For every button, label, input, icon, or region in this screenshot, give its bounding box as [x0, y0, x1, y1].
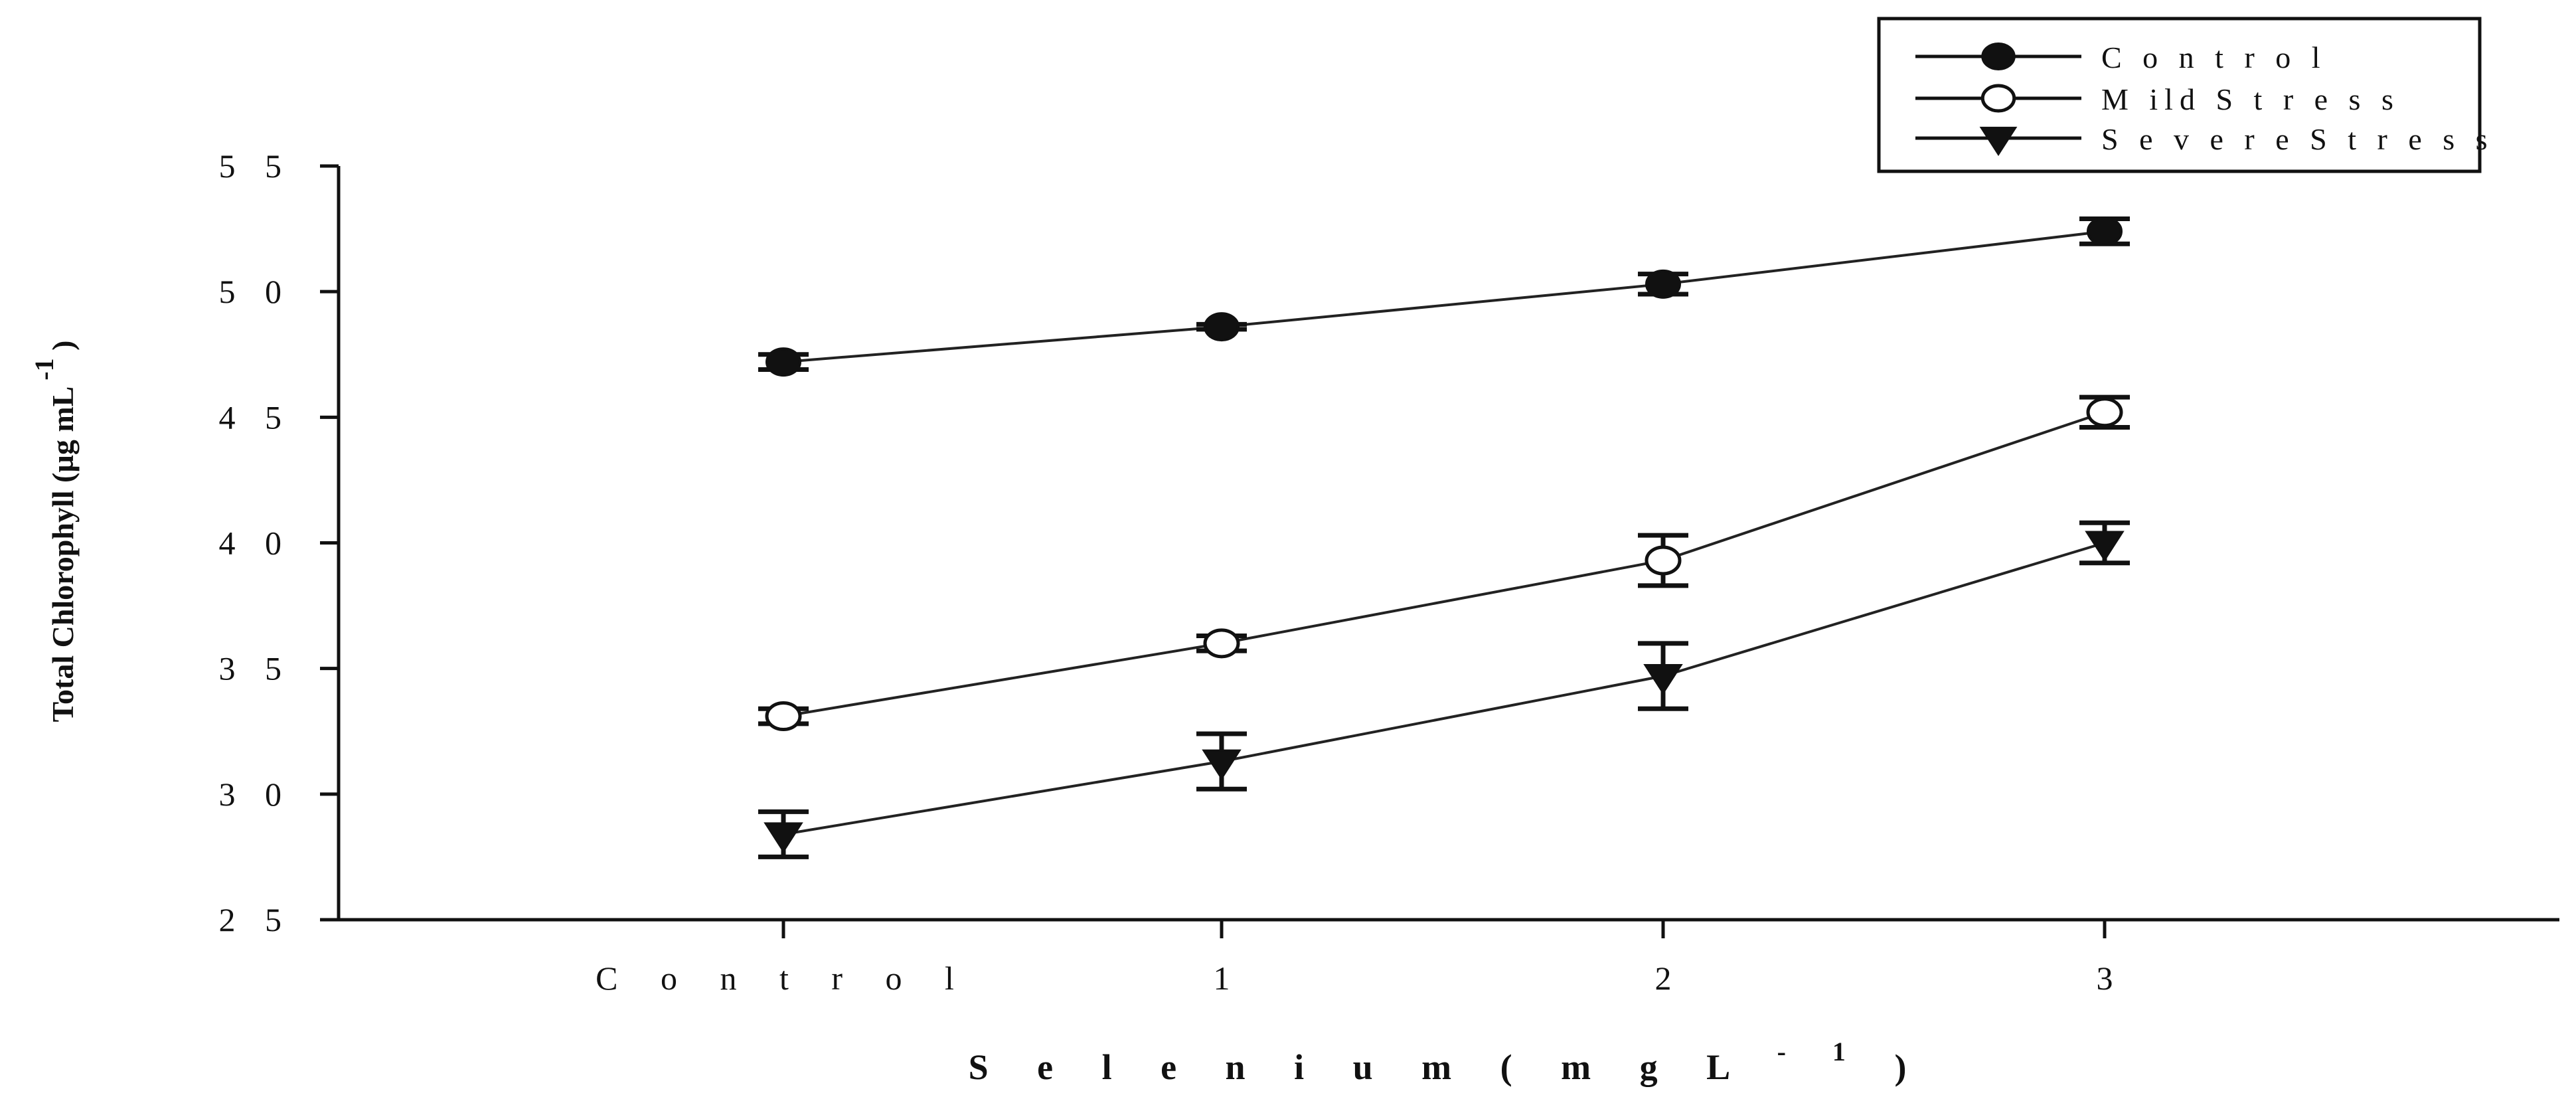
legend-item: C o n t r o l	[1915, 41, 2327, 74]
series-line	[783, 541, 2105, 836]
y-tick-label: 3 0	[219, 776, 293, 813]
x-tick-label: C o n t r o l	[596, 960, 971, 997]
y-axis-title-sup: -1	[29, 358, 59, 380]
legend: C o n t r o l M ild S t r e s s S e v e r …	[1877, 17, 2494, 173]
x-axis-title-close: )	[1894, 1047, 1926, 1087]
data-point	[2087, 216, 2123, 246]
y-tick-label: 5 5	[219, 147, 293, 185]
data-point	[1645, 269, 1681, 299]
x-axis-title-main: S e l e n i u m ( m g L	[969, 1047, 1749, 1087]
y-tick-label: 5 0	[219, 273, 293, 310]
data-point	[1643, 664, 1683, 695]
series-control	[758, 216, 2130, 377]
data-point	[1203, 628, 1240, 659]
series-line	[783, 230, 2105, 364]
x-tick-label: 1	[1214, 960, 1230, 997]
y-tick-label: 2 5	[219, 901, 293, 938]
series-layer	[758, 216, 2130, 859]
series-line	[783, 410, 2105, 718]
data-point	[1202, 749, 1242, 780]
data-point	[1204, 312, 1240, 342]
x-tick-label: 2	[1655, 960, 1672, 997]
x-axis-title-sup: - 1	[1777, 1037, 1866, 1066]
y-axis-title-main: Total Chlorophyll (µg mL	[46, 387, 80, 722]
legend-label: M ild S t r e s s	[2101, 82, 2400, 116]
legend-label: C o n t r o l	[2101, 41, 2327, 74]
legend-box	[1877, 17, 2482, 173]
axes: 2 5 3 0 3 5 4 0 4 5 5 0 5 5 C o n t r o l 1 2 3	[219, 147, 2559, 997]
y-tick-label: 4 5	[219, 398, 293, 436]
x-tick-label: 3	[2097, 960, 2113, 997]
data-point	[1645, 545, 1682, 576]
data-point	[764, 822, 803, 853]
y-tick-label: 4 0	[219, 525, 293, 562]
series-mild-stress	[758, 394, 2130, 732]
legend-marker	[1981, 42, 2016, 70]
legend-item: S e v e r e S t r e s s	[1915, 122, 2494, 156]
legend-item: M ild S t r e s s	[1915, 82, 2400, 116]
legend-items: C o n t r o l M ild S t r e s s S e v e r …	[1915, 41, 2494, 156]
data-point	[765, 347, 801, 377]
data-point	[2085, 531, 2125, 562]
y-axis-title: Total Chlorophyll (µg mL -1 )	[26, 341, 80, 722]
y-tick-label: 3 5	[219, 650, 293, 687]
legend-marker	[1980, 84, 2016, 113]
data-point	[765, 701, 802, 732]
x-axis-title: S e l e n i u m ( m g L - 1 )	[969, 1029, 1927, 1087]
data-point	[2086, 397, 2123, 428]
series-severe-stress	[758, 520, 2130, 859]
legend-marker	[1979, 126, 2018, 156]
legend-label: S e v e r e S t r e s s	[2101, 122, 2494, 156]
y-axis-title-close: )	[46, 341, 80, 351]
